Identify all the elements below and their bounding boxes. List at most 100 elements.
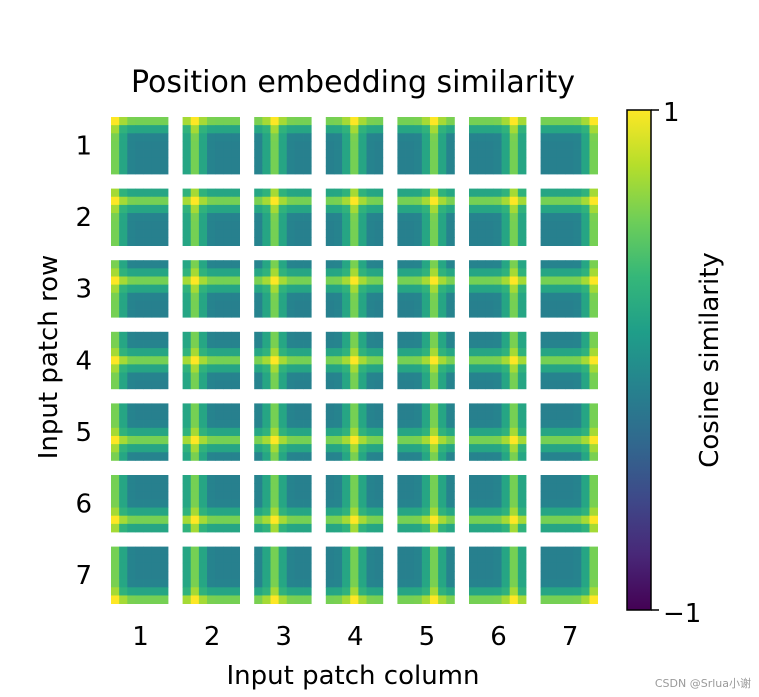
heatmap-cell [556, 221, 566, 230]
heatmap-cell [509, 403, 519, 412]
heatmap-cell [429, 435, 439, 445]
heatmap-cell [469, 284, 478, 294]
heatmap-cell [565, 444, 574, 453]
heatmap-cell [159, 562, 169, 572]
heatmap-cell [303, 331, 312, 341]
heatmap-cell [438, 260, 447, 269]
heatmap-cell [333, 444, 343, 453]
heatmap-cell [262, 260, 271, 269]
heatmap-cell [262, 419, 271, 429]
heatmap-cell [485, 587, 494, 596]
heatmap-cell [581, 554, 590, 564]
tile-r2-c4 [325, 188, 384, 246]
heatmap-cell [223, 554, 232, 564]
heatmap-cell [223, 237, 232, 246]
heatmap-cell [198, 348, 208, 357]
heatmap-cell [429, 427, 439, 437]
heatmap-cell [397, 364, 406, 373]
heatmap-cell [182, 587, 192, 596]
heatmap-cell [215, 300, 224, 310]
heatmap-cell [397, 348, 406, 357]
heatmap-cell [135, 427, 144, 437]
heatmap-cell [303, 141, 312, 150]
heatmap-cell [342, 276, 351, 286]
heatmap-cell [485, 491, 494, 500]
heatmap-cell [278, 562, 288, 572]
heatmap-cell [446, 411, 455, 421]
heatmap-cell [262, 491, 271, 500]
heatmap-cell [111, 427, 120, 437]
heatmap-cell [517, 483, 527, 492]
heatmap-cell [294, 309, 304, 318]
heatmap-cell [405, 579, 415, 588]
heatmap-cell [286, 309, 296, 318]
heatmap-cell [413, 427, 423, 437]
heatmap-cell [517, 309, 527, 318]
heatmap-cell [270, 348, 280, 357]
heatmap-cell [111, 268, 120, 277]
heatmap-cell [262, 237, 271, 246]
heatmap-cell [374, 475, 384, 484]
tile-r7-c1 [111, 546, 169, 604]
heatmap-cell [556, 475, 566, 484]
heatmap-cell [548, 300, 558, 310]
heatmap-cell [421, 260, 431, 269]
heatmap-cell [501, 196, 511, 206]
heatmap-cell [374, 579, 384, 588]
heatmap-cell [548, 213, 558, 222]
heatmap-cell [438, 546, 447, 556]
heatmap-cell [231, 562, 240, 572]
heatmap-cell [517, 196, 527, 206]
heatmap-cell [501, 579, 511, 588]
heatmap-cell [207, 237, 216, 246]
heatmap-cell [111, 348, 120, 357]
heatmap-cell [446, 554, 455, 564]
heatmap-cell [477, 523, 486, 533]
heatmap-cell [581, 419, 590, 429]
heatmap-cell [342, 339, 351, 349]
heatmap-cell [509, 491, 519, 500]
heatmap-cell [262, 523, 271, 533]
heatmap-cell [325, 125, 335, 134]
heatmap-cell [589, 260, 598, 269]
heatmap-cell [446, 133, 455, 142]
heatmap-cell [469, 133, 478, 142]
heatmap-cell [143, 444, 153, 453]
heatmap-cell [111, 419, 120, 429]
heatmap-cell [421, 444, 431, 453]
heatmap-cell [127, 523, 136, 533]
heatmap-cell [278, 364, 288, 373]
heatmap-cell [333, 523, 343, 533]
heatmap-cell [397, 300, 406, 310]
heatmap-cell [540, 284, 550, 294]
heatmap-cell [358, 403, 367, 412]
heatmap-cell [303, 419, 312, 429]
heatmap-cell [342, 196, 351, 206]
heatmap-cell [589, 419, 598, 429]
heatmap-cell [207, 141, 216, 150]
heatmap-cell [581, 339, 590, 349]
heatmap-cell [485, 507, 494, 517]
heatmap-cell [111, 595, 120, 604]
heatmap-cell [581, 292, 590, 302]
heatmap-cell [223, 260, 232, 269]
heatmap-cell [198, 284, 208, 294]
heatmap-cell [556, 331, 566, 341]
heatmap-cell [119, 125, 128, 134]
heatmap-cell [286, 204, 296, 214]
heatmap-cell [342, 562, 351, 572]
heatmap-cell [573, 196, 582, 206]
heatmap-cell [254, 292, 263, 302]
heatmap-cell [254, 141, 263, 150]
heatmap-cell [469, 411, 478, 421]
heatmap-cell [421, 427, 431, 437]
heatmap-cell [446, 403, 455, 412]
heatmap-cell [548, 117, 558, 126]
heatmap-cell [182, 571, 192, 580]
heatmap-cell [477, 141, 486, 150]
heatmap-cell [556, 260, 566, 269]
heatmap-cell [286, 562, 296, 572]
heatmap-cell [262, 452, 271, 461]
heatmap-cell [350, 372, 359, 382]
heatmap-cell [231, 523, 240, 533]
